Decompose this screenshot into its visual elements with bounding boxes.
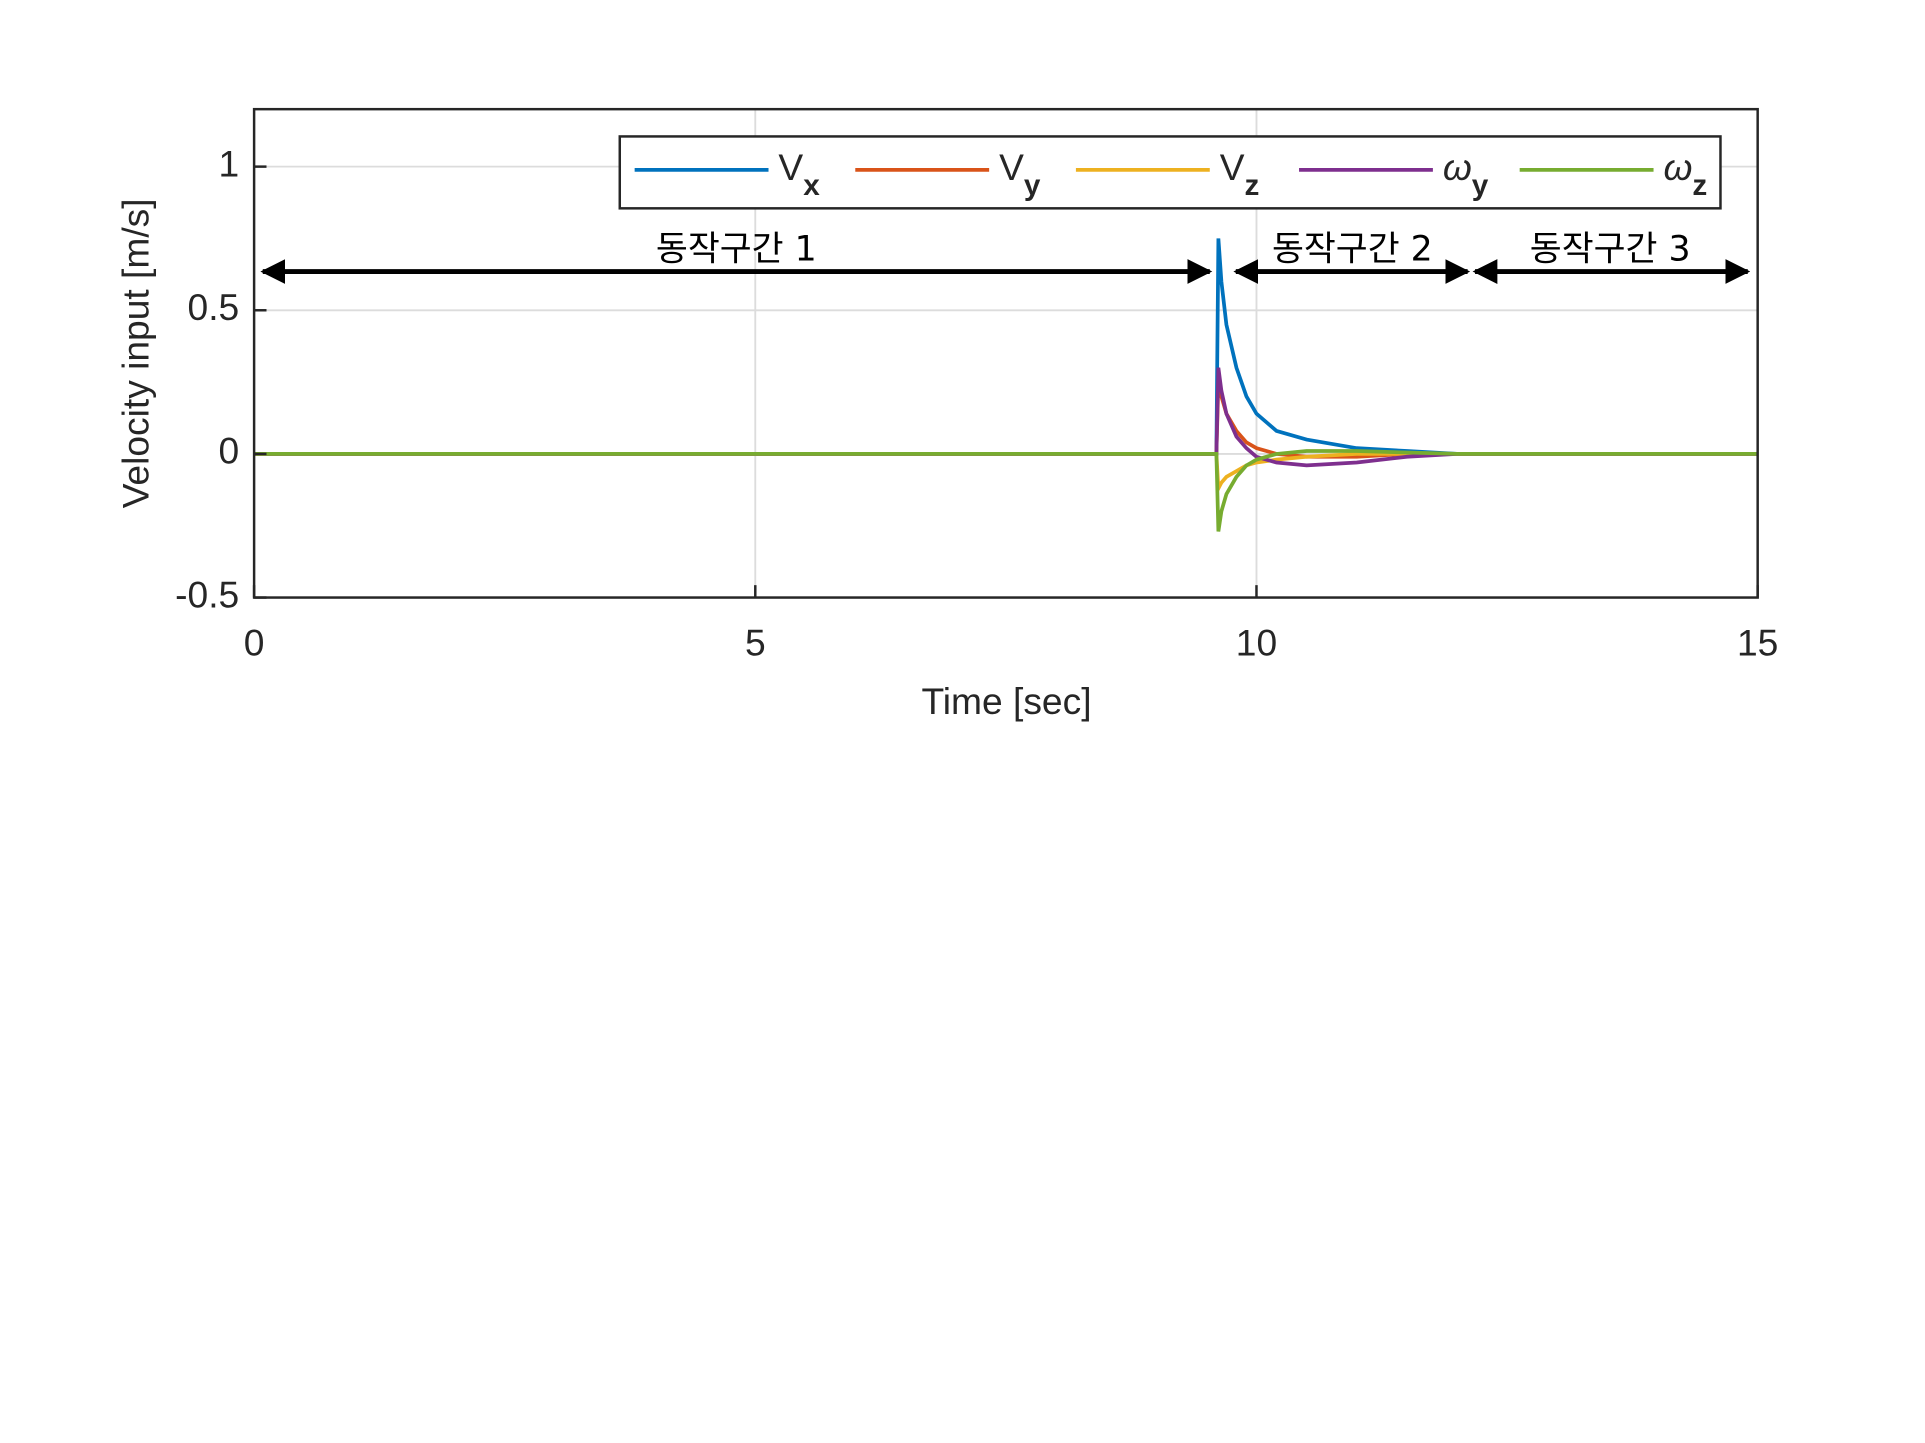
x-tick-label: 15 xyxy=(1737,622,1778,664)
legend-entries: Vx Vy Vz ωy ωz xyxy=(634,146,1707,202)
y-tick-label: -0.5 xyxy=(175,573,239,615)
axes-box xyxy=(252,107,1759,599)
series-line xyxy=(254,367,1758,468)
x-tick-label: 5 xyxy=(745,622,766,664)
legend-label: ωz xyxy=(1663,146,1707,202)
legend xyxy=(618,135,1722,210)
y-axis-label: Velocity input [m/s] xyxy=(115,198,157,508)
y-tick-label: 1 xyxy=(219,142,240,184)
plot-lines xyxy=(254,238,1758,532)
annotation: 동작구간 2 xyxy=(1272,229,1433,269)
series-line xyxy=(254,449,1758,532)
legend-label: Vz xyxy=(1220,146,1260,202)
legend-label: Vy xyxy=(999,146,1041,202)
series-line xyxy=(254,452,1758,496)
annotation: 동작구간 3 xyxy=(1530,229,1691,269)
y-tick-label: 0.5 xyxy=(188,286,240,328)
annotation: 동작구간 1 xyxy=(656,229,817,269)
x-tick-label: 10 xyxy=(1236,622,1277,664)
series-line xyxy=(254,381,1758,459)
x-tick-label: 0 xyxy=(244,622,265,664)
x-axis-label: Time [sec] xyxy=(921,680,1091,722)
legend-label: ωy xyxy=(1443,146,1489,202)
legend-label: Vx xyxy=(778,146,820,202)
y-tick-label: 0 xyxy=(219,430,240,472)
